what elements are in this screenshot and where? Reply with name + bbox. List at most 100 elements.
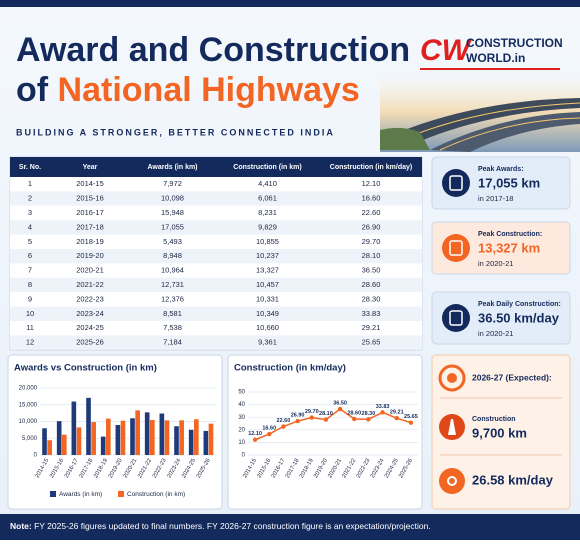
- point: [366, 417, 371, 422]
- table-cell: 17,055: [161, 222, 184, 231]
- table-row-bg: [10, 220, 422, 235]
- table-cell: 2022-23: [76, 294, 104, 303]
- y-tick-label: 10: [238, 440, 245, 446]
- table-cell: 8: [28, 280, 32, 289]
- table-cell: 10,098: [161, 194, 184, 203]
- line-chart: Construction (in km/day)010203040502014-…: [227, 354, 423, 510]
- point: [309, 415, 314, 420]
- data-table: Sr. No. Year Awards (in km) Construction (i…: [9, 156, 423, 351]
- card-sub: in 2020-21: [478, 329, 513, 338]
- value-label: 29.70: [305, 409, 319, 415]
- table-cell: 26.90: [362, 222, 381, 231]
- bar: [115, 425, 121, 455]
- table-cell: 13,327: [256, 266, 279, 275]
- title-line2: of National Highways: [16, 71, 360, 109]
- table-cell: 2020-21: [76, 266, 104, 275]
- card-icon: [442, 234, 470, 262]
- table-cell: 2017-18: [76, 222, 104, 231]
- bar: [42, 428, 47, 455]
- table-cell: 28.30: [362, 294, 381, 303]
- table-cell: 12,376: [161, 294, 184, 303]
- y-tick-label: 10,000: [19, 419, 38, 425]
- table-cell: 9,829: [258, 222, 277, 231]
- bar: [71, 401, 77, 455]
- bar: [208, 423, 214, 455]
- column-header: Construction (in km/day): [330, 164, 412, 171]
- bar: [62, 434, 67, 455]
- logo: CW CONSTRUCTION WORLD.in: [420, 34, 563, 70]
- table-cell: 16.60: [362, 194, 381, 203]
- table-cell: 29.70: [362, 237, 381, 246]
- point: [380, 410, 385, 415]
- card-icon: [442, 169, 470, 197]
- card-icon: [442, 304, 470, 332]
- table-cell: 7,538: [163, 323, 182, 332]
- daily-value: 26.58 km/day: [472, 472, 554, 487]
- table-cell: 4: [28, 222, 32, 231]
- table-cell: 7,972: [163, 179, 182, 188]
- highlight-cards: Peak Awards: 17,055 km in 2017-18 Peak Cons…: [431, 156, 571, 345]
- table-cell: 25.65: [362, 338, 381, 347]
- table-cell: 10,457: [256, 280, 279, 289]
- column-header: Construction (in km): [233, 164, 301, 171]
- table-cell: 2018-19: [76, 237, 104, 246]
- table-cell: 5: [28, 237, 32, 246]
- card-label: Peak Daily Construction:: [478, 301, 561, 308]
- gear-icon: [439, 468, 465, 494]
- table-cell: 5,493: [163, 237, 182, 246]
- table-cell: 2024-25: [76, 323, 104, 332]
- card-bg: [431, 156, 571, 210]
- y-tick-label: 30: [238, 415, 245, 421]
- table-cell: 7: [28, 266, 32, 275]
- bar: [86, 397, 91, 455]
- point: [252, 437, 258, 442]
- bar: [159, 413, 165, 455]
- table-cell: 2015-16: [76, 194, 104, 203]
- table-cell: 28.60: [362, 280, 381, 289]
- value-label: 25.65: [404, 414, 418, 420]
- table-cell: 8,231: [258, 208, 277, 217]
- table-cell: 10: [26, 309, 34, 318]
- point: [323, 417, 329, 422]
- table-cell: 12: [26, 338, 34, 347]
- table-cell: 2: [28, 194, 32, 203]
- bar: [188, 429, 194, 455]
- y-tick-label: 40: [238, 402, 245, 408]
- table-row-bg: [10, 177, 422, 192]
- value-label: 28.60: [347, 410, 361, 416]
- card-value: 36.50 km/day: [478, 310, 560, 325]
- title-highlight: National Highways: [58, 71, 360, 109]
- point: [267, 431, 272, 437]
- bar: [91, 422, 96, 455]
- bar-chart: Awards vs Construction (in km) 0 5,000 10,0…: [7, 354, 223, 510]
- table-row-bg: [10, 306, 422, 321]
- bar: [144, 412, 150, 455]
- table-row-bg: [10, 205, 422, 221]
- value-label: 12.10: [248, 431, 262, 437]
- table-cell: 4,410: [258, 179, 277, 188]
- point: [352, 416, 357, 422]
- bar: [203, 430, 209, 455]
- table-cell: 10,331: [256, 294, 279, 303]
- point: [337, 406, 343, 412]
- card-icon-glyph: [449, 310, 463, 326]
- legend-label: Awards (in km): [59, 491, 102, 498]
- table-cell: 8,581: [163, 309, 182, 318]
- table-cell: 29.21: [362, 323, 381, 332]
- table-cell: 10,660: [256, 323, 279, 332]
- table-row-bg: [10, 234, 422, 249]
- table-cell: 2021-22: [76, 280, 104, 289]
- table-cell: 2023-24: [76, 309, 104, 318]
- table-row-bg: [10, 335, 422, 350]
- chart-title: Awards vs Construction (in km): [14, 363, 157, 374]
- table-cell: 6: [28, 251, 32, 260]
- construction-label: Construction: [472, 416, 516, 423]
- value-label: 36.50: [333, 400, 347, 406]
- logo-line2: WORLD.in: [466, 51, 525, 65]
- value-label: 28.30: [362, 411, 376, 417]
- card-label: Peak Awards:: [478, 166, 524, 173]
- note-text: FY 2025-26 figures updated to final numb…: [34, 521, 431, 531]
- y-tick-label: 0: [34, 453, 38, 459]
- table-cell: 22.60: [362, 208, 381, 217]
